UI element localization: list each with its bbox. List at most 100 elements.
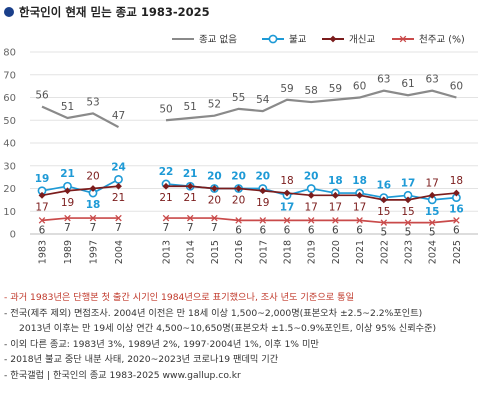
- title-row: 한국인이 현재 믿는 종교 1983-2025: [4, 4, 210, 20]
- point-marker: [332, 191, 339, 199]
- x-axis: 1983 1989 1997 2004 2013 2014 2015 2016 2017 2018…: [38, 240, 463, 264]
- data-label: 63: [377, 74, 390, 86]
- footnote-2: - 전국(제주 제외) 면접조사. 2004년 이전은 만 18세 이상 1,5…: [4, 307, 423, 319]
- data-label: 18: [352, 175, 367, 187]
- data-labels: 5619176512119753182074724217502221751212…: [35, 74, 464, 239]
- data-label: 22: [159, 166, 174, 178]
- footnote-5: - 2018년 불교 중단 내분 사태, 2020~2023년 코로나19 팬데…: [4, 354, 279, 366]
- point-marker: [89, 214, 97, 222]
- y-tick-label: 20: [3, 184, 16, 195]
- y-tick-label: 30: [3, 161, 16, 172]
- data-label: 5: [405, 227, 412, 239]
- data-label: 19: [61, 197, 74, 209]
- series-line: [41, 178, 119, 194]
- data-label: 5: [429, 227, 436, 239]
- point-marker: [332, 217, 339, 224]
- x-tick-label: 1997: [89, 240, 100, 264]
- data-label: 17: [280, 201, 295, 213]
- data-label: 17: [426, 177, 439, 189]
- point-marker: [307, 191, 315, 199]
- legend-label: 종교 없음: [199, 34, 237, 46]
- data-label: 7: [115, 222, 122, 234]
- data-label: 21: [184, 192, 197, 204]
- point-marker: [283, 189, 291, 197]
- x-tick-label: 1989: [63, 240, 74, 264]
- point-marker: [211, 214, 218, 222]
- footnote-1: - 과거 1983년은 단행본 첫 출간 시기인 1984년으로 표기했으나, …: [4, 292, 355, 303]
- x-tick-label: 2025: [452, 240, 463, 264]
- point-marker: [453, 189, 460, 197]
- point-marker: [356, 217, 363, 224]
- data-label: 15: [377, 206, 390, 218]
- point-marker: [115, 182, 122, 190]
- point-marker: [380, 196, 388, 204]
- point-marker: [114, 174, 123, 184]
- data-label: 17: [35, 201, 48, 213]
- footnote-4: - 이외 다른 종교: 1983년 3%, 1989년 2%, 1997·200…: [4, 338, 319, 350]
- y-tick-label: 40: [3, 139, 16, 150]
- point-marker: [162, 214, 170, 222]
- data-label: 20: [232, 195, 245, 207]
- chart-title: 한국인이 현재 믿는 종교 1983-2025: [19, 5, 210, 19]
- legend-label: 불교: [289, 35, 307, 46]
- x-tick-label: 2023: [404, 240, 415, 264]
- point-marker: [115, 214, 122, 222]
- chart-legend: 종교 없음 불교 개신교 천주교 (%): [172, 34, 465, 46]
- data-label: 24: [111, 161, 126, 173]
- source-note: - 한국갤럽 | 한국인의 종교 1983-2025 www.gallup.co…: [4, 369, 241, 381]
- data-label: 6: [332, 224, 339, 236]
- data-label: 58: [305, 85, 318, 97]
- data-label: 6: [39, 224, 46, 236]
- data-label: 7: [187, 222, 194, 234]
- data-label: 6: [308, 224, 315, 236]
- series-line: [41, 105, 120, 129]
- data-label: 7: [64, 222, 71, 234]
- point-marker: [259, 187, 267, 195]
- data-label: 7: [90, 222, 97, 234]
- data-label: 47: [112, 110, 125, 122]
- data-label: 6: [356, 224, 363, 236]
- series-line: [41, 217, 119, 222]
- x-tick-label: 2022: [379, 240, 390, 264]
- data-label: 20: [231, 171, 246, 183]
- data-label: 6: [284, 224, 291, 236]
- legend-label: 개신교: [349, 35, 375, 46]
- data-label: 56: [35, 90, 49, 102]
- y-axis: 0 10 20 30 40 50 60 70 80: [3, 48, 16, 241]
- point-marker: [64, 214, 71, 222]
- point-marker: [259, 217, 267, 224]
- data-label: 50: [159, 103, 172, 115]
- x-tick-label: 2018: [283, 240, 294, 264]
- series-line: [41, 185, 119, 197]
- series-line: [165, 89, 457, 122]
- footnote-3: 2013년 이후는 만 19세 이상 연간 4,500~10,650명(표본오차…: [19, 323, 437, 335]
- data-label: 61: [401, 78, 414, 90]
- data-label: 60: [450, 81, 463, 93]
- data-label: 18: [280, 175, 293, 187]
- point-marker: [283, 217, 291, 224]
- y-tick-label: 10: [3, 207, 16, 218]
- data-label: 17: [305, 201, 318, 213]
- x-tick-label: 2015: [210, 240, 221, 264]
- data-label: 21: [183, 168, 198, 180]
- point-marker: [307, 217, 315, 224]
- point-marker: [211, 185, 218, 192]
- point-marker: [380, 219, 388, 226]
- data-label: 60: [353, 81, 366, 93]
- data-label: 7: [211, 222, 218, 234]
- data-label: 55: [232, 92, 245, 104]
- x-tick-label: 2017: [258, 240, 269, 264]
- point-marker: [186, 182, 194, 190]
- data-label: 52: [208, 99, 221, 111]
- data-label: 15: [425, 206, 440, 218]
- y-tick-label: 70: [3, 70, 16, 81]
- data-label: 17: [353, 201, 366, 213]
- data-label: 16: [449, 204, 464, 216]
- point-marker: [428, 191, 436, 199]
- point-marker: [64, 187, 71, 195]
- x-tick-label: 2014: [186, 240, 197, 264]
- data-label: 6: [259, 224, 266, 236]
- data-label: 21: [60, 168, 75, 180]
- point-marker: [428, 219, 436, 226]
- data-label: 51: [61, 101, 74, 113]
